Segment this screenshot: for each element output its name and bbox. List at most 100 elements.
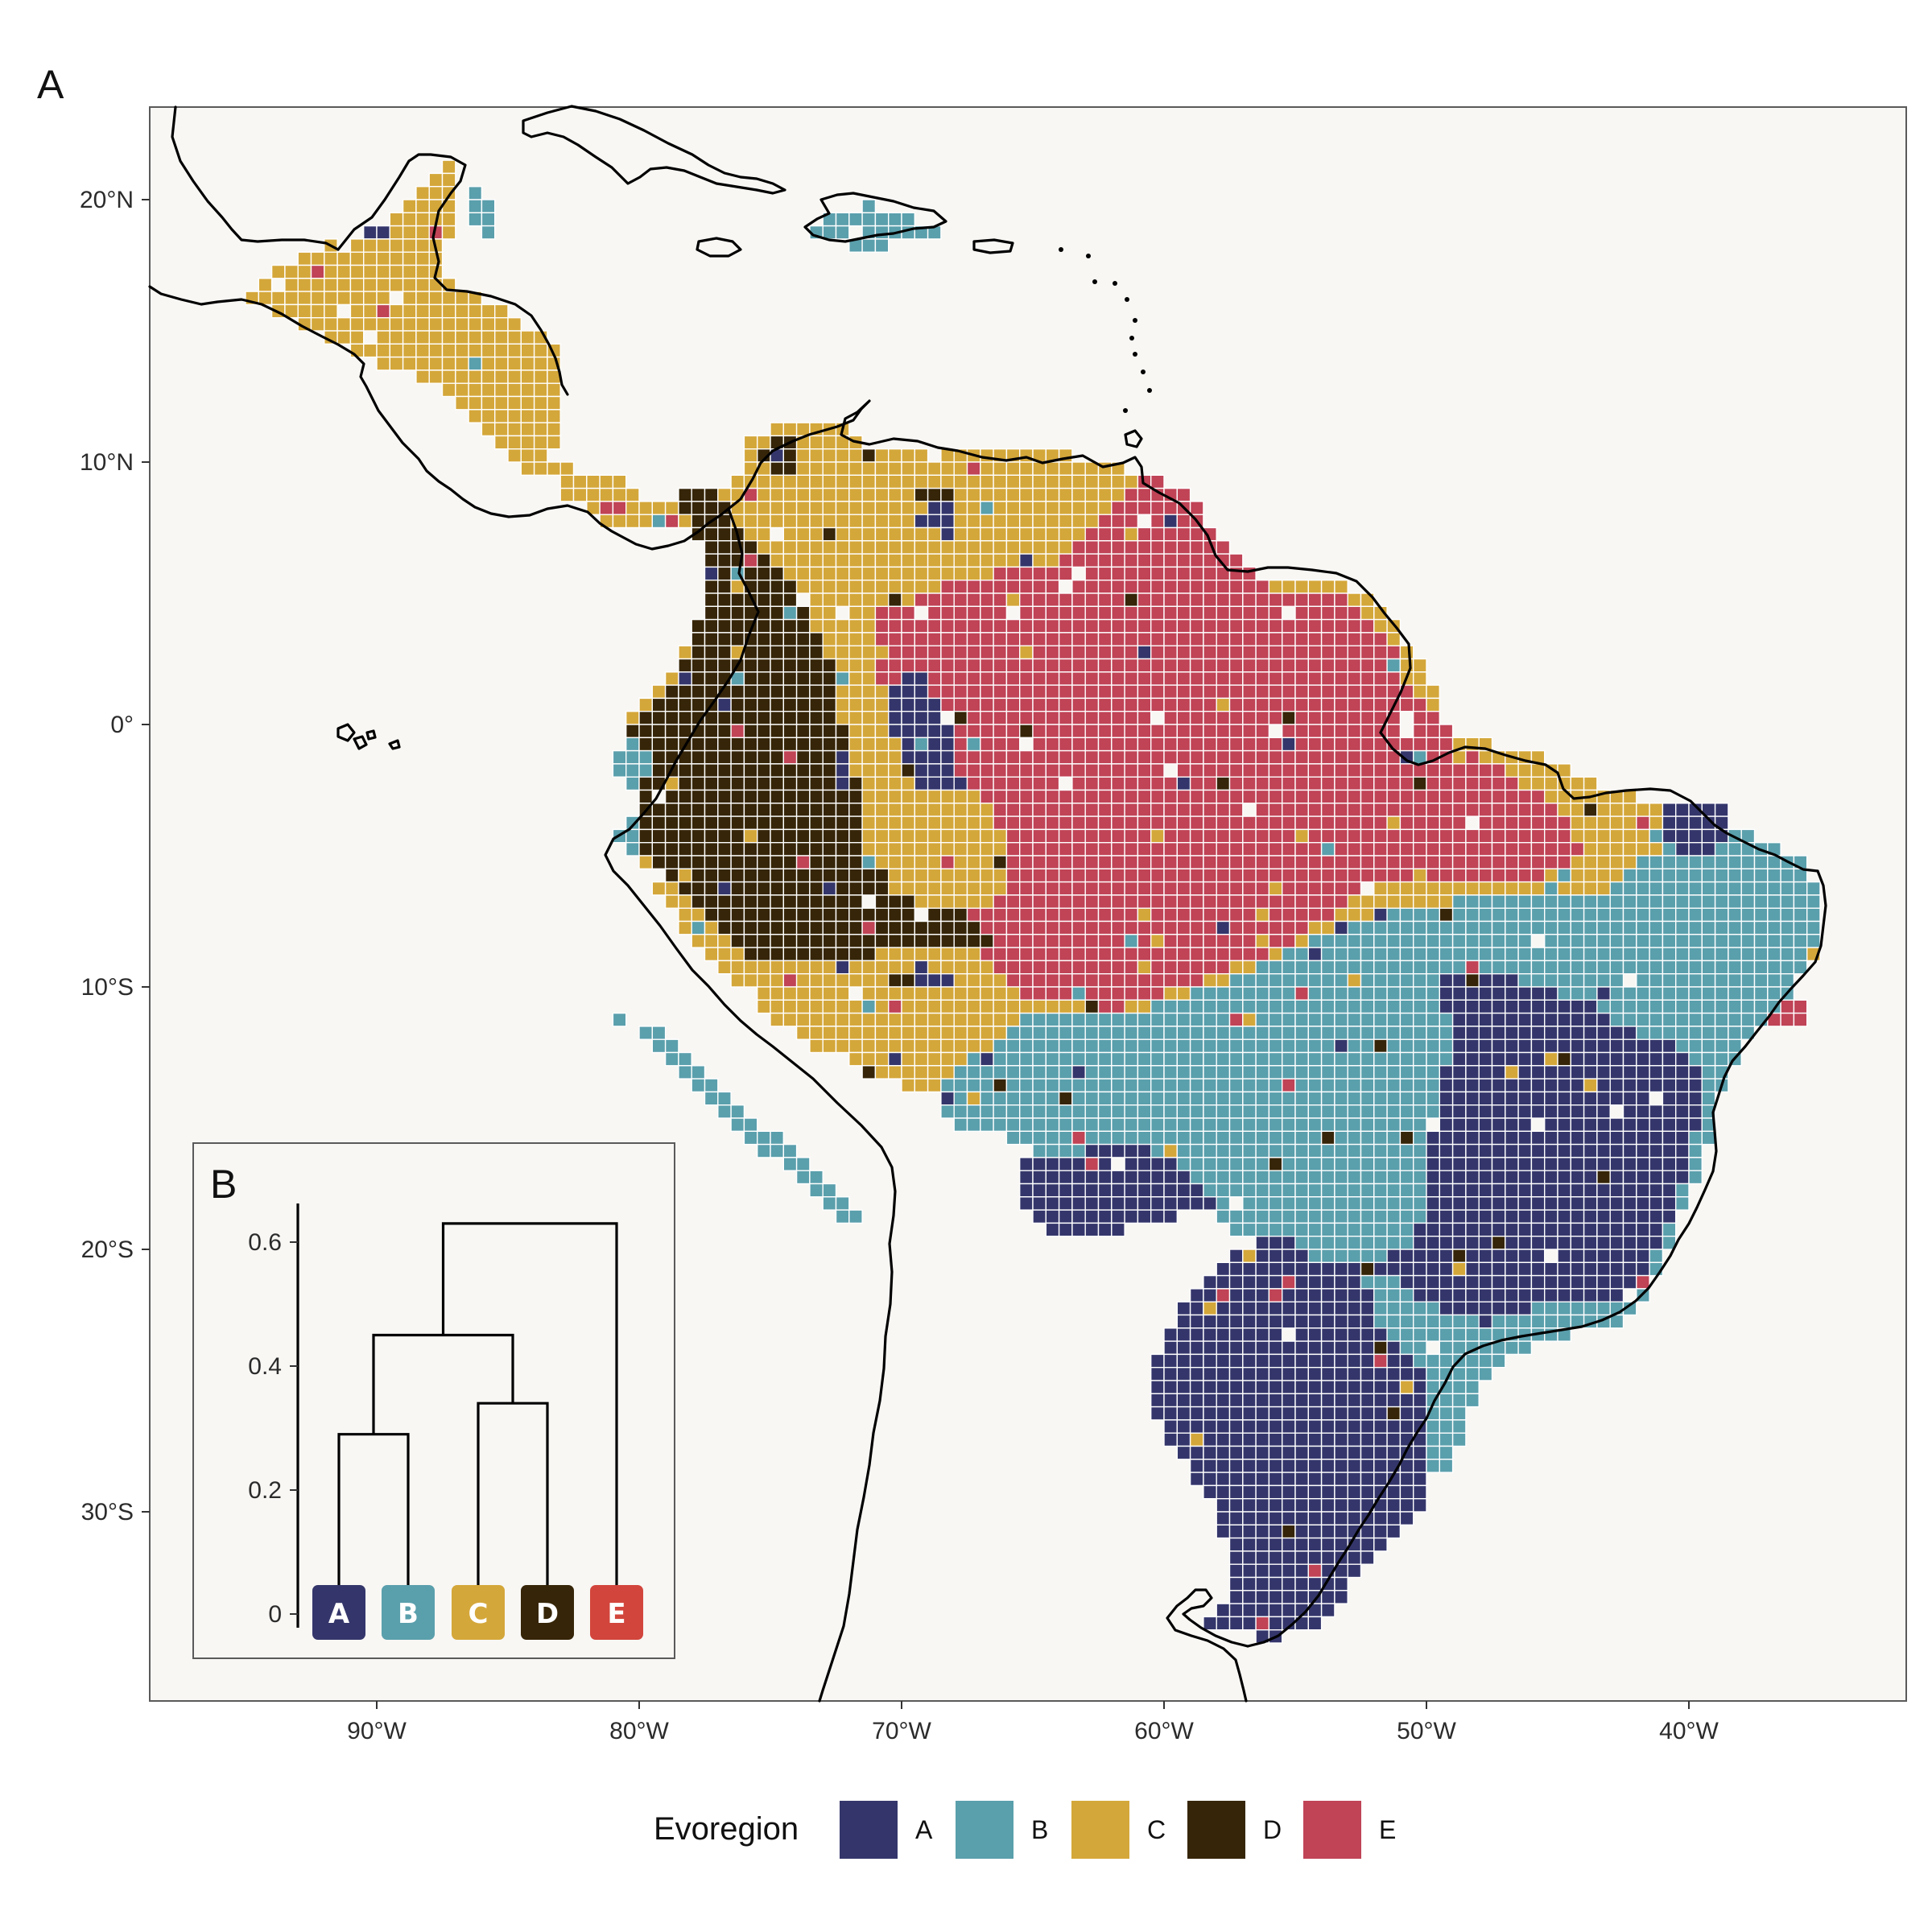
grid-cell-c	[1071, 501, 1086, 515]
grid-cell-b	[1728, 920, 1742, 935]
grid-cell-a	[1451, 1209, 1467, 1224]
grid-cell-c	[455, 369, 469, 384]
grid-cell-c	[848, 763, 863, 778]
grid-cell-c	[1412, 868, 1427, 883]
grid-cell-e	[1137, 566, 1152, 581]
grid-cell-c	[1649, 815, 1664, 831]
grid-cell-c	[848, 526, 863, 542]
grid-cell-e	[1163, 749, 1178, 765]
grid-cell-a	[1347, 1340, 1362, 1356]
grid-cell-b	[1426, 999, 1440, 1014]
grid-cell-e	[1071, 803, 1086, 817]
grid-cell-a	[1412, 1222, 1427, 1237]
grid-cell-e	[1242, 684, 1257, 700]
grid-cell-b	[1701, 986, 1716, 1001]
grid-cell-c	[428, 356, 444, 371]
grid-cell-a	[1084, 1170, 1100, 1185]
grid-cell-e	[1334, 671, 1348, 686]
grid-cell-c	[914, 501, 929, 515]
grid-cell-a	[1111, 1196, 1125, 1211]
grid-cell-e	[1032, 907, 1046, 923]
grid-cell-a	[1596, 1183, 1611, 1198]
grid-cell-a	[1373, 1537, 1388, 1552]
grid-cell-a	[1320, 1366, 1335, 1381]
grid-cell-a	[1386, 1497, 1402, 1513]
grid-cell-d	[757, 828, 771, 844]
grid-cell-e	[993, 684, 1008, 700]
island-icon	[1123, 408, 1128, 413]
grid-cell-a	[1294, 1314, 1309, 1329]
leaf-badge-box	[521, 1585, 574, 1640]
grid-cell-c	[980, 855, 994, 869]
grid-cell-a	[1649, 1143, 1664, 1158]
grid-cell-e	[901, 605, 915, 621]
grid-cell-e	[1071, 881, 1086, 896]
grid-cell-b	[1005, 1091, 1021, 1106]
grid-cell-e	[1084, 1157, 1100, 1171]
grid-cell-c	[494, 330, 509, 345]
grid-cell-c	[887, 1026, 902, 1040]
grid-cell-e	[1097, 947, 1113, 962]
coastline-jamaica	[696, 237, 742, 258]
grid-cell-b	[1242, 1183, 1257, 1198]
grid-cell-c	[770, 540, 784, 555]
grid-cell-a	[1216, 1327, 1231, 1342]
leaf-badge-label: E	[607, 1598, 625, 1630]
grid-cell-e	[1176, 803, 1191, 817]
grid-cell-a	[1517, 999, 1533, 1014]
grid-cell-b	[1701, 1130, 1716, 1146]
grid-cell-a	[1505, 1222, 1519, 1237]
grid-cell-a	[1596, 986, 1611, 1001]
grid-cell-e	[966, 724, 981, 738]
grid-cell-a	[1307, 1511, 1323, 1525]
grid-cell-e	[1097, 566, 1113, 581]
grid-cell-b	[1373, 1274, 1388, 1290]
grid-cell-a	[1294, 1563, 1309, 1579]
grid-cell-b	[1451, 907, 1467, 923]
grid-cell-b	[1767, 920, 1781, 935]
grid-cell-c	[887, 540, 902, 555]
grid-cell-e	[1465, 841, 1480, 857]
grid-cell-a	[1255, 1524, 1270, 1539]
grid-cell-b	[1360, 1209, 1375, 1224]
grid-cell-c	[848, 566, 863, 581]
grid-cell-c	[795, 999, 811, 1014]
grid-cell-a	[1701, 841, 1716, 857]
grid-cell-a	[1176, 1406, 1191, 1421]
grid-cell-e	[1281, 803, 1296, 817]
grid-cell-e	[1334, 881, 1348, 896]
grid-cell-a	[1242, 1419, 1257, 1434]
grid-cell-b	[1622, 907, 1637, 923]
grid-cell-d	[743, 540, 758, 555]
grid-cell-a	[1071, 1209, 1086, 1224]
grid-cell-d	[927, 920, 942, 935]
grid-cell-e	[1084, 868, 1100, 883]
grid-cell-e	[1334, 605, 1348, 621]
dendrogram-branch	[441, 1222, 618, 1590]
grid-cell-c	[704, 947, 719, 962]
grid-cell-b	[1399, 1157, 1414, 1171]
grid-cell-a	[1255, 1366, 1270, 1381]
grid-cell-a	[1465, 1104, 1480, 1119]
grid-cell-c	[1058, 540, 1073, 555]
grid-cell-c	[887, 1038, 902, 1054]
grid-cell-a	[1045, 1157, 1060, 1171]
grid-cell-a	[1505, 1288, 1519, 1302]
grid-cell-b	[1320, 1170, 1335, 1185]
grid-cell-e	[1097, 592, 1113, 607]
grid-cell-a	[1307, 1353, 1323, 1368]
grid-cell-c	[1005, 461, 1021, 476]
grid-cell-b	[1674, 960, 1690, 975]
grid-cell-c	[1583, 815, 1598, 831]
grid-cell-b	[1334, 1157, 1348, 1171]
grid-cell-c	[743, 514, 758, 529]
grid-cell-e	[980, 776, 994, 791]
grid-cell-a	[1320, 1353, 1335, 1368]
grid-cell-e	[1150, 592, 1165, 607]
grid-cell-c	[1058, 461, 1073, 476]
grid-cell-c	[848, 474, 863, 489]
grid-cell-e	[993, 645, 1008, 660]
grid-cell-e	[1189, 501, 1204, 515]
grid-cell-b	[1176, 1038, 1191, 1054]
grid-cell-a	[1307, 1550, 1323, 1565]
